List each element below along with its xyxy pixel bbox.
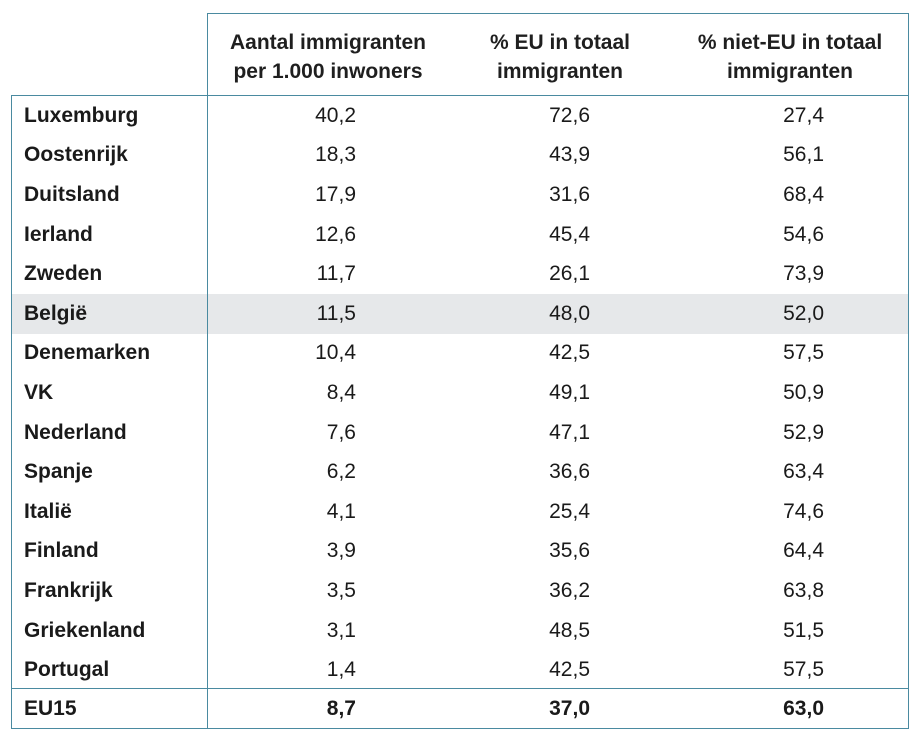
non-eu-share-value: 74,6 [783,499,824,523]
table-row: Ierland 12,6 45,4 54,6 [12,215,908,255]
per-1000-value: 17,9 [315,182,356,206]
per-1000-value: 10,4 [315,341,356,365]
non-eu-share-value: 51,5 [783,618,824,642]
per-1000-value: 40,2 [315,103,356,127]
table-header: Aantal immigranten per 1.000 inwoners % … [207,13,909,95]
table-row: Spanje 6,2 36,6 63,4 [12,452,908,492]
table-total-row: EU15 8,7 37,0 63,0 [11,689,909,729]
non-eu-share-value: 57,5 [783,658,824,682]
per-1000-value: 3,5 [326,578,356,602]
column-divider [207,689,208,728]
table-row: Finland 3,9 35,6 64,4 [12,532,908,572]
total-eu-share: 37,0 [549,696,590,720]
country-name: Denemarken [24,341,151,365]
header-non-eu-share-line1: % niet-EU in totaal [697,31,883,54]
header-per-1000-line1: Aantal immigranten [229,31,427,54]
country-name: Frankrijk [24,578,113,602]
non-eu-share-value: 64,4 [783,539,824,563]
table-row: België 11,5 48,0 52,0 [12,294,908,334]
per-1000-value: 11,5 [316,301,356,325]
per-1000-value: 3,1 [326,618,356,642]
country-name: Griekenland [24,618,146,642]
per-1000-value: 8,4 [326,380,356,404]
table-row: Nederland 7,6 47,1 52,9 [12,413,908,453]
per-1000-value: 4,1 [326,499,356,523]
table-row: Frankrijk 3,5 36,2 63,8 [12,571,908,611]
non-eu-share-value: 56,1 [783,143,824,167]
eu-share-value: 48,0 [549,301,590,325]
country-name: Oostenrijk [24,143,128,167]
per-1000-value: 3,9 [326,539,356,563]
eu-share-value: 42,5 [549,341,590,365]
eu-share-value: 42,5 [549,658,590,682]
non-eu-share-value: 52,9 [783,420,824,444]
header-per-1000: Aantal immigranten per 1.000 inwoners [208,28,448,86]
eu-share-value: 25,4 [549,499,590,523]
non-eu-share-value: 63,4 [783,460,824,484]
country-name: Duitsland [24,182,120,206]
country-name: België [24,301,88,325]
eu-share-value: 49,1 [549,380,590,404]
header-non-eu-share: % niet-EU in totaal immigranten [672,28,908,86]
country-name: Finland [24,539,99,563]
table-row: Luxemburg 40,2 72,6 27,4 [12,96,908,136]
eu-share-value: 36,2 [549,578,590,602]
table-row: Portugal 1,4 42,5 57,5 [12,650,908,690]
non-eu-share-value: 52,0 [783,301,824,325]
country-name: Zweden [24,262,103,286]
table-row: Italië 4,1 25,4 74,6 [12,492,908,532]
country-name: Italië [24,499,72,523]
country-name: Ierland [24,222,93,246]
non-eu-share-value: 50,9 [783,380,824,404]
table-row: VK 8,4 49,1 50,9 [12,373,908,413]
total-label: EU15 [24,696,77,720]
per-1000-value: 6,2 [326,460,356,484]
non-eu-share-value: 68,4 [783,182,824,206]
eu-share-value: 35,6 [549,539,590,563]
per-1000-value: 11,7 [316,262,356,286]
table-row: Griekenland 3,1 48,5 51,5 [12,611,908,651]
eu-share-value: 45,4 [549,222,590,246]
eu-share-value: 72,6 [549,103,590,127]
table-row: Denemarken 10,4 42,5 57,5 [12,334,908,374]
per-1000-value: 1,4 [326,658,356,682]
table-row: Oostenrijk 18,3 43,9 56,1 [12,136,908,176]
non-eu-share-value: 27,4 [783,103,824,127]
header-eu-share-line2: immigranten [496,60,624,83]
header-per-1000-line2: per 1.000 inwoners [233,60,423,83]
total-non-eu-share: 63,0 [783,696,824,720]
eu-share-value: 26,1 [549,262,590,286]
country-name: Portugal [24,658,110,682]
eu-share-value: 47,1 [549,420,590,444]
eu-share-value: 36,6 [549,460,590,484]
eu-share-value: 31,6 [549,182,590,206]
table-row: Duitsland 17,9 31,6 68,4 [12,175,908,215]
header-non-eu-share-line2: immigranten [726,60,854,83]
eu-share-value: 48,5 [549,618,590,642]
header-eu-share-line1: % EU in totaal [489,31,631,54]
table-body: Portugal 1,4 42,5 57,5 Griekenland 3,1 48,5 51,… [11,95,909,689]
country-name: Nederland [24,420,127,444]
country-name: Luxemburg [24,103,139,127]
per-1000-value: 12,6 [315,222,356,246]
eu-share-value: 43,9 [549,143,590,167]
table-row: Zweden 11,7 26,1 73,9 [12,254,908,294]
per-1000-value: 18,3 [315,143,356,167]
country-name: VK [24,380,54,404]
non-eu-share-value: 57,5 [783,341,824,365]
per-1000-value: 7,6 [326,420,356,444]
country-name: Spanje [24,460,93,484]
non-eu-share-value: 54,6 [783,222,824,246]
header-eu-share: % EU in totaal immigranten [448,28,672,86]
column-divider [207,96,208,688]
non-eu-share-value: 73,9 [783,262,824,286]
non-eu-share-value: 63,8 [783,578,824,602]
total-per-1000: 8,7 [326,696,356,720]
